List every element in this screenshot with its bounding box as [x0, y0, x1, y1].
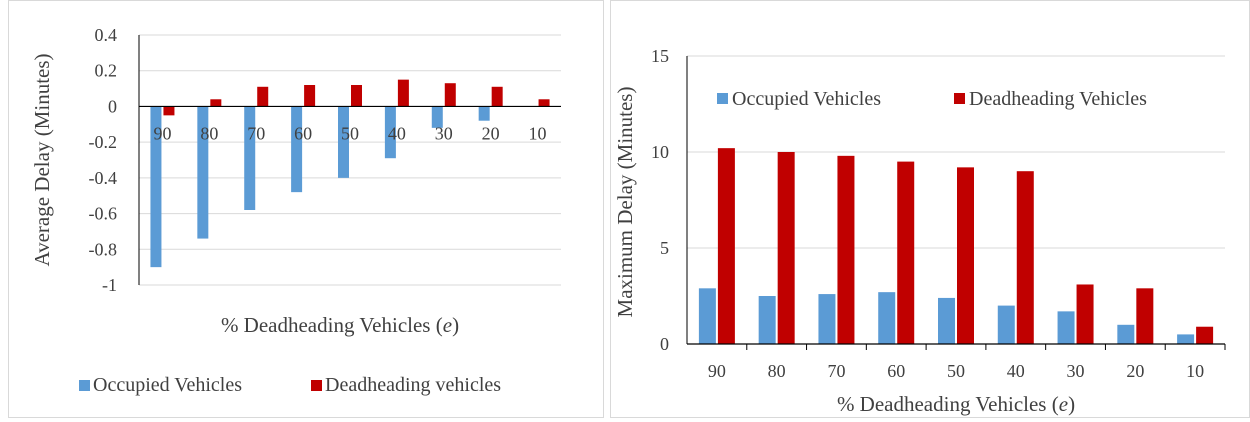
- legend-swatch-deadheading: [954, 93, 965, 104]
- y-tick-label: 0: [108, 96, 117, 116]
- deadheading-bar: [897, 161, 915, 344]
- deadheading-bar: [210, 99, 222, 107]
- chart-panel-maximum-delay: 0 5 10 15 90 80 70 60 50 40 30 20 10 Maximum Delay (M…: [610, 0, 1250, 418]
- occupied-bar: [758, 296, 776, 344]
- deadheading-bar: [777, 152, 795, 344]
- x-tick-label: 70: [247, 123, 265, 143]
- occupied-bar: [291, 106, 303, 193]
- x-tick-label: 30: [435, 123, 453, 143]
- legend-swatch-occupied: [79, 380, 90, 391]
- occupied-bar: [197, 106, 209, 239]
- occupied-bar: [1117, 324, 1135, 344]
- y-tick-label: -0.6: [89, 204, 118, 224]
- deadheading-bar: [351, 85, 362, 107]
- deadheading-bar: [491, 86, 503, 107]
- occupied-bar: [244, 106, 256, 210]
- occupied-bar: [698, 288, 716, 344]
- x-tick-label: 90: [153, 123, 171, 143]
- y-tick-label: 0.2: [95, 61, 118, 81]
- y-axis-title: Maximum Delay (Minutes): [613, 87, 637, 318]
- y-axis-title: Average Delay (Minutes): [30, 53, 54, 266]
- y-tick-label: -0.2: [89, 132, 118, 152]
- y-tick-label: 0: [660, 334, 669, 354]
- legend-label-occupied: Occupied Vehicles: [732, 88, 881, 110]
- deadheading-bar: [1016, 171, 1034, 344]
- x-tick-label: 60: [887, 361, 905, 381]
- x-tick-label: 10: [529, 123, 547, 143]
- deadheading-bar: [444, 83, 456, 107]
- legend-label-deadheading: Deadheading Vehicles: [969, 88, 1147, 110]
- deadheading-bar: [957, 167, 974, 344]
- deadheading-bar: [397, 79, 409, 107]
- y-tick-label: 15: [651, 46, 669, 66]
- chart-panel-average-delay: -1 -0.8 -0.6 -0.4 -0.2 0 0.2 0.4 90 80 70 60 50 40 30 2…: [8, 0, 604, 418]
- x-axis-title: % Deadheading Vehicles (e): [221, 313, 459, 337]
- y-tick-label: 0.4: [95, 25, 118, 45]
- average-delay-chart: -1 -0.8 -0.6 -0.4 -0.2 0 0.2 0.4 90 80 70 60 50 40 30 2…: [30, 25, 561, 396]
- y-tick-label: -0.4: [89, 168, 118, 188]
- occupied-bar: [150, 106, 162, 268]
- x-tick-label: 30: [1067, 361, 1085, 381]
- occupied-bar: [1177, 334, 1195, 344]
- occupied-bar: [384, 106, 396, 159]
- legend-label-occupied: Occupied Vehicles: [93, 374, 242, 396]
- y-tick-label: 5: [660, 238, 669, 258]
- deadheading-bar: [837, 155, 855, 344]
- deadheading-bar: [717, 148, 735, 344]
- occupied-bar: [431, 106, 443, 128]
- x-tick-label: 60: [294, 123, 312, 143]
- legend-swatch-occupied: [717, 93, 728, 104]
- occupied-bar: [818, 294, 836, 344]
- x-tick-label: 50: [947, 361, 965, 381]
- deadheading-bar: [257, 86, 269, 107]
- occupied-bar: [1057, 311, 1075, 344]
- occupied-bar: [478, 106, 490, 121]
- legend-label-deadheading: Deadheading vehicles: [325, 374, 501, 396]
- deadheading-bar: [1136, 288, 1154, 344]
- deadheading-bar: [163, 106, 175, 116]
- x-tick-label: 20: [482, 123, 500, 143]
- legend-swatch-deadheading: [311, 380, 322, 391]
- x-tick-label: 50: [341, 123, 359, 143]
- x-tick-label: 80: [768, 361, 786, 381]
- deadheading-bar: [538, 99, 550, 107]
- occupied-bar: [997, 305, 1015, 344]
- deadheading-bar: [1076, 284, 1094, 344]
- deadheading-bar: [1196, 326, 1214, 344]
- occupied-bar: [878, 292, 896, 344]
- x-tick-label: 70: [827, 361, 845, 381]
- maximum-delay-chart: 0 5 10 15 90 80 70 60 50 40 30 20 10 Maximum Delay (M…: [613, 46, 1226, 416]
- y-tick-label: 10: [651, 142, 669, 162]
- occupied-bar: [338, 106, 349, 178]
- x-tick-label: 10: [1186, 361, 1204, 381]
- occupied-bar: [938, 297, 955, 344]
- x-tick-label: 40: [1007, 361, 1025, 381]
- x-tick-label: 90: [708, 361, 726, 381]
- x-tick-label: 20: [1126, 361, 1144, 381]
- y-tick-label: -0.8: [89, 239, 118, 259]
- x-tick-label: 40: [388, 123, 406, 143]
- y-tick-label: -1: [102, 275, 117, 295]
- deadheading-bar: [304, 85, 316, 107]
- x-tick-label: 80: [200, 123, 218, 143]
- x-axis-title: % Deadheading Vehicles (e): [837, 392, 1075, 416]
